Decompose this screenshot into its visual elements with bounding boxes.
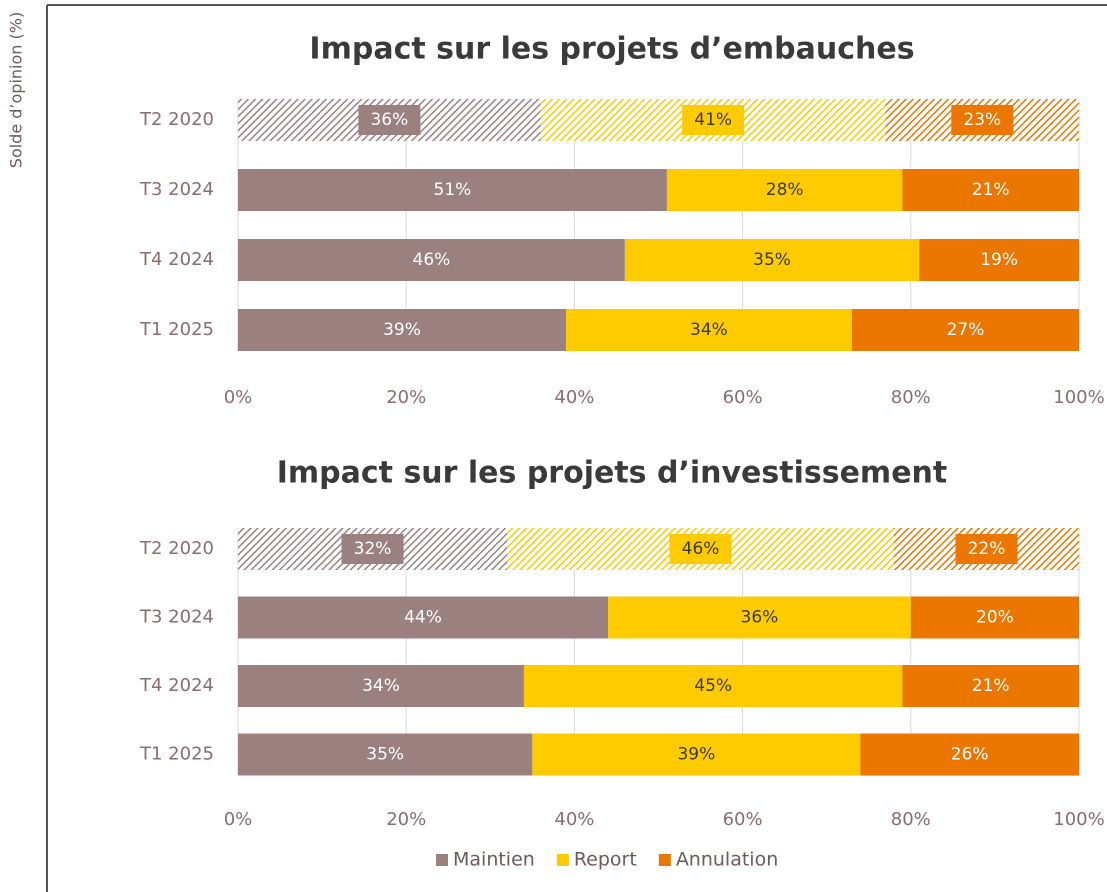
bar-segment [910, 596, 1079, 639]
value-label: 26% [951, 745, 989, 765]
value-label: 46% [682, 539, 720, 559]
legend-label: Maintien [453, 849, 535, 871]
value-label: 46% [413, 250, 451, 270]
x-tick-label: 20% [386, 387, 426, 408]
value-label: 35% [753, 250, 791, 270]
bar-segment [238, 665, 524, 707]
value-label: 34% [690, 320, 728, 340]
y-tick-label: T4 2024 [139, 675, 214, 696]
value-label: 27% [947, 320, 985, 340]
bar-segment [919, 239, 1079, 281]
label-box [682, 105, 745, 135]
legend-swatch [436, 854, 448, 866]
x-tick-label: 100% [1053, 387, 1104, 408]
value-label: 44% [404, 608, 442, 628]
value-label: 39% [383, 320, 421, 340]
label-box [955, 534, 1018, 564]
bar-segment [238, 239, 625, 281]
legend-swatch [556, 854, 569, 866]
y-tick-label: T1 2025 [139, 744, 214, 765]
value-label: 51% [434, 180, 472, 200]
value-label: 35% [366, 745, 404, 765]
value-label: 23% [963, 110, 1001, 130]
y-tick-label: T3 2024 [139, 179, 214, 200]
value-label: 39% [677, 745, 715, 765]
y-tick-label: T3 2024 [139, 607, 214, 628]
x-tick-label: 80% [891, 387, 931, 408]
legend-label: Report [574, 849, 637, 871]
chart-title: Impact sur les projets d’embauches [309, 32, 914, 67]
value-label: 32% [354, 539, 392, 559]
bar-segment [238, 169, 667, 211]
x-tick-label: 20% [386, 809, 426, 830]
value-label: 19% [980, 250, 1018, 270]
bar-segment [624, 239, 920, 281]
value-label: 20% [976, 608, 1014, 628]
bar-segment [860, 733, 1079, 776]
bar-segment [851, 309, 1079, 351]
legend-swatch [658, 854, 671, 866]
value-label: 21% [972, 180, 1010, 200]
value-label: 36% [741, 608, 779, 628]
value-label: 36% [370, 110, 408, 130]
value-label: 41% [694, 110, 732, 130]
bar-segment [565, 309, 852, 351]
label-box [358, 105, 421, 135]
side-label: Solde d’opinion (%) [7, 12, 26, 168]
value-label: 22% [968, 539, 1006, 559]
label-box [341, 534, 404, 564]
bar-segment [532, 733, 861, 776]
value-label: 21% [972, 676, 1010, 696]
x-tick-label: 40% [554, 809, 594, 830]
bar-segment [238, 596, 609, 639]
x-tick-label: 60% [723, 387, 763, 408]
label-box [669, 534, 732, 564]
x-tick-label: 40% [554, 387, 594, 408]
y-tick-label: T2 2020 [139, 109, 214, 130]
bar-segment [523, 665, 903, 707]
bar-segment [902, 169, 1079, 211]
y-tick-label: T4 2024 [139, 249, 214, 270]
x-tick-label: 0% [224, 387, 253, 408]
x-tick-label: 100% [1053, 809, 1104, 830]
bar-segment [238, 309, 566, 351]
label-box [951, 105, 1014, 135]
bar-segment [608, 596, 911, 639]
bar-segment [902, 665, 1079, 707]
x-tick-label: 0% [224, 809, 253, 830]
bar-segment [666, 169, 903, 211]
legend-label: Annulation [676, 849, 778, 871]
value-label: 45% [694, 676, 732, 696]
chart-title: Impact sur les projets d’investissement [277, 456, 948, 491]
value-label: 34% [362, 676, 400, 696]
x-tick-label: 60% [723, 809, 763, 830]
x-tick-label: 80% [891, 809, 931, 830]
y-tick-label: T2 2020 [139, 538, 214, 559]
bar-segment [238, 733, 533, 776]
y-tick-label: T1 2025 [139, 319, 214, 340]
value-label: 28% [766, 180, 804, 200]
